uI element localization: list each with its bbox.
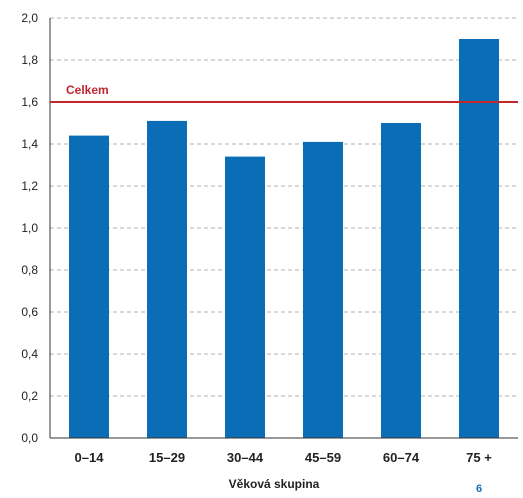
y-tick-label: 0,0 — [21, 431, 38, 445]
reference-line-label: Celkem — [66, 83, 109, 97]
axes — [49, 18, 518, 439]
x-tick-label: 0–14 — [75, 450, 105, 465]
y-axis-ticks: 0,0 0,2 0,4 0,6 0,8 1,0 1,2 1,4 1,6 1,8 2,0 — [21, 11, 38, 445]
bar — [381, 123, 421, 438]
y-tick-label: 0,8 — [21, 263, 38, 277]
y-tick-label: 1,8 — [21, 53, 38, 67]
y-tick-label: 1,2 — [21, 179, 38, 193]
reference-line: Celkem — [50, 83, 518, 103]
y-tick-label: 0,4 — [21, 347, 38, 361]
x-axis-label: Věková skupina — [229, 477, 320, 491]
page-number: 6 — [476, 483, 482, 495]
grid-lines — [50, 17, 518, 397]
y-tick-label: 0,2 — [21, 389, 38, 403]
bar — [69, 135, 109, 438]
bar — [225, 156, 265, 438]
bar — [303, 141, 343, 438]
bar — [459, 39, 499, 438]
y-tick-label: 0,6 — [21, 305, 38, 319]
y-tick-label: 1,0 — [21, 221, 38, 235]
y-tick-label: 2,0 — [21, 11, 38, 25]
bars — [69, 39, 499, 439]
bar — [147, 120, 187, 439]
x-axis-ticks: 0–14 15–29 30–44 45–59 60–74 75 + — [75, 450, 493, 465]
y-tick-label: 1,6 — [21, 95, 38, 109]
x-tick-label: 60–74 — [383, 450, 420, 465]
x-tick-label: 75 + — [466, 450, 492, 465]
x-tick-label: 45–59 — [305, 450, 341, 465]
x-tick-label: 15–29 — [149, 450, 185, 465]
y-tick-label: 1,4 — [21, 137, 38, 151]
x-tick-label: 30–44 — [227, 450, 264, 465]
